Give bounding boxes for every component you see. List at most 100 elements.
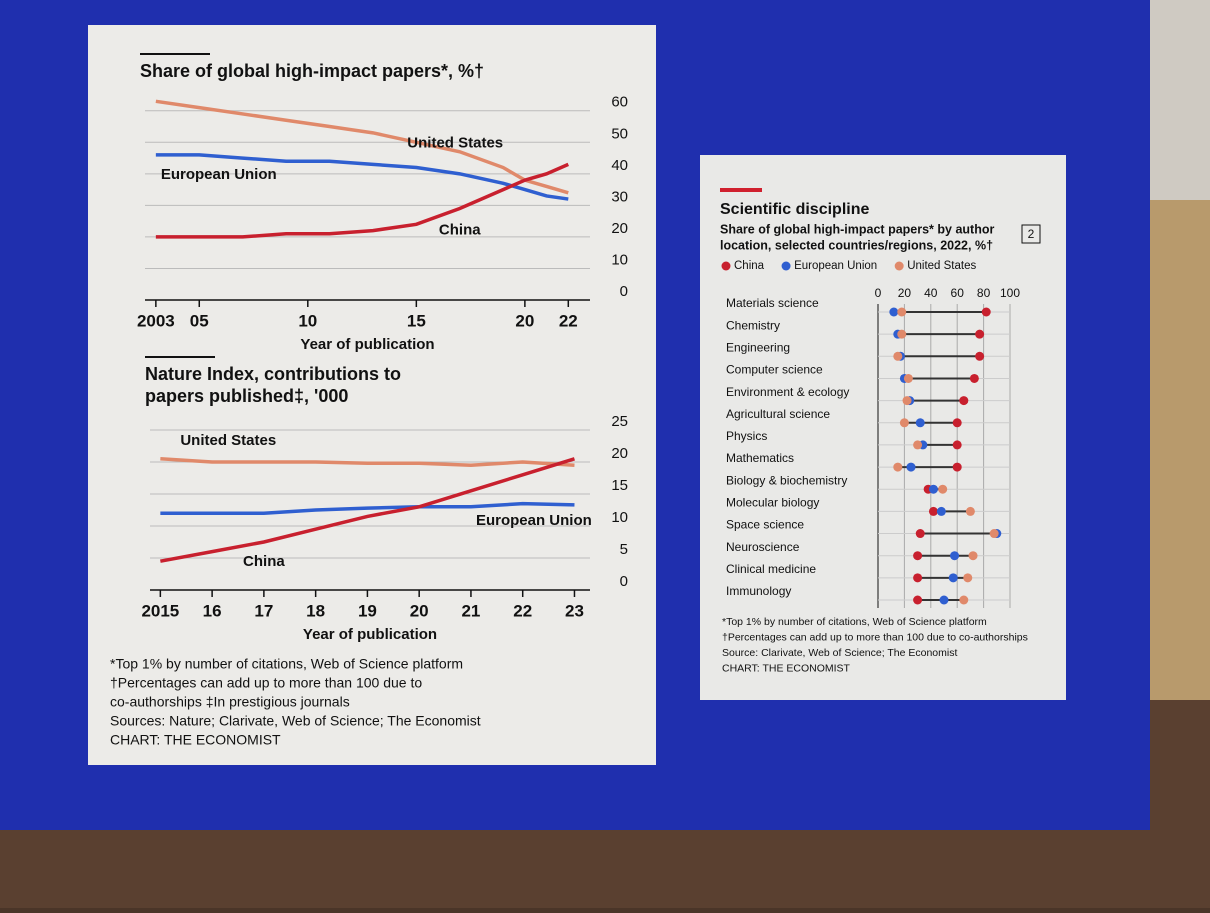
series-line xyxy=(160,501,575,515)
category-label: Engineering xyxy=(726,340,790,354)
chart-subtitle: Share of global high-impact papers* by a… xyxy=(720,222,994,236)
category-label: Molecular biology xyxy=(726,496,819,510)
chart-title: Scientific discipline xyxy=(720,201,869,218)
x-tick-label: 2003 xyxy=(137,311,175,330)
legend-swatch xyxy=(721,261,731,271)
y-tick-label: 0 xyxy=(620,283,628,300)
wall xyxy=(1150,200,1210,700)
dot xyxy=(899,418,909,428)
x-tick-label: 23 xyxy=(565,601,584,620)
legend-label: China xyxy=(734,260,765,272)
category-label: Environment & ecology xyxy=(726,385,849,399)
slide-right xyxy=(700,155,1066,700)
badge-box xyxy=(1021,224,1041,244)
x-tick-label: 22 xyxy=(513,601,532,620)
dot xyxy=(913,573,923,583)
dot xyxy=(903,373,913,383)
chart-title: papers published‡, '000 xyxy=(145,386,348,406)
dot xyxy=(913,551,923,561)
series-label: China xyxy=(243,553,285,570)
dot xyxy=(963,573,973,583)
y-tick-label: 50 xyxy=(611,125,628,142)
series-label: United States xyxy=(180,432,276,449)
series-label: European Union xyxy=(161,166,277,183)
dot xyxy=(948,573,958,583)
x-tick-label: 20 xyxy=(410,601,429,620)
charts: Share of global high-impact papers*, %† 0… xyxy=(110,53,1041,748)
chart-title: Share of global high-impact papers*, %† xyxy=(140,61,484,81)
x-tick-label: 15 xyxy=(407,311,426,330)
x-tick-label: 10 xyxy=(298,311,317,330)
category-label: Agricultural science xyxy=(726,407,830,421)
x-tick-label: 17 xyxy=(254,601,273,620)
x-tick-label: 80 xyxy=(977,286,991,300)
legend-swatch xyxy=(781,261,791,271)
dot xyxy=(989,529,999,539)
series-line xyxy=(160,457,575,563)
dot xyxy=(928,506,938,516)
category-label: Biology & biochemistry xyxy=(726,473,847,487)
category-label: Neuroscience xyxy=(726,540,800,554)
footnote: †Percentages can add up to more than 100… xyxy=(110,675,422,691)
y-tick-label: 10 xyxy=(611,251,628,268)
dot xyxy=(981,307,991,317)
series-label: United States xyxy=(407,135,503,152)
dot xyxy=(913,440,923,450)
y-tick-label: 5 xyxy=(620,541,628,558)
dot xyxy=(902,396,912,406)
dot xyxy=(938,484,948,494)
dot xyxy=(939,595,949,605)
x-axis-label: Year of publication xyxy=(303,626,437,643)
dot xyxy=(959,396,969,406)
footnote: CHART: THE ECONOMIST xyxy=(722,662,851,674)
x-tick-label: 16 xyxy=(203,601,222,620)
y-tick-label: 25 xyxy=(611,413,628,430)
dot xyxy=(975,351,985,361)
footnote: †Percentages can add up to more than 100… xyxy=(722,631,1028,643)
legend-label: United States xyxy=(907,260,976,272)
footnote: Source: Clarivate, Web of Science; The E… xyxy=(722,647,957,659)
x-tick-label: 100 xyxy=(1000,286,1020,300)
dot xyxy=(897,329,907,339)
x-tick-label: 19 xyxy=(358,601,377,620)
dot xyxy=(968,551,978,561)
category-label: Materials science xyxy=(726,296,819,310)
slide-left xyxy=(88,25,656,765)
dot xyxy=(965,506,975,516)
x-tick-label: 20 xyxy=(898,286,912,300)
dot xyxy=(913,595,923,605)
dot xyxy=(897,307,907,317)
chart-subtitle: location, selected countries/regions, 20… xyxy=(720,238,993,252)
dot xyxy=(889,307,899,317)
dot xyxy=(915,529,925,539)
x-tick-label: 21 xyxy=(461,601,480,620)
series-line xyxy=(160,457,575,467)
series-line xyxy=(155,162,569,239)
y-tick-label: 20 xyxy=(611,445,628,462)
x-tick-label: 22 xyxy=(559,311,578,330)
category-label: Clinical medicine xyxy=(726,562,816,576)
category-label: Immunology xyxy=(726,584,791,598)
dot xyxy=(975,329,985,339)
badge: 2 xyxy=(1028,227,1035,241)
x-tick-label: 0 xyxy=(875,286,882,300)
footnote: *Top 1% by number of citations, Web of S… xyxy=(110,656,463,672)
series-line xyxy=(155,153,569,201)
legend-swatch xyxy=(894,261,904,271)
y-tick-label: 20 xyxy=(611,220,628,237)
dot xyxy=(952,462,962,472)
dot xyxy=(950,551,960,561)
footnote: Sources: Nature; Clarivate, Web of Scien… xyxy=(110,713,481,729)
category-label: Mathematics xyxy=(726,451,794,465)
x-tick-label: 40 xyxy=(924,286,938,300)
dot xyxy=(952,440,962,450)
dot xyxy=(893,462,903,472)
y-tick-label: 0 xyxy=(620,573,628,590)
y-tick-label: 40 xyxy=(611,157,628,174)
y-tick-label: 10 xyxy=(611,509,628,526)
x-axis-label: Year of publication xyxy=(300,336,434,353)
dot xyxy=(915,418,925,428)
y-tick-label: 60 xyxy=(611,94,628,111)
